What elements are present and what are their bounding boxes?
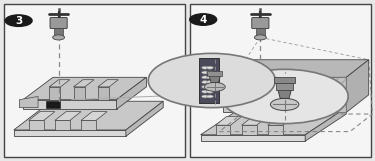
Bar	[45, 101, 60, 108]
Polygon shape	[216, 116, 242, 125]
Circle shape	[254, 35, 266, 40]
FancyBboxPatch shape	[4, 4, 184, 157]
Polygon shape	[201, 135, 305, 141]
Polygon shape	[29, 112, 55, 120]
Circle shape	[207, 66, 213, 69]
Polygon shape	[223, 77, 346, 112]
FancyBboxPatch shape	[256, 28, 265, 36]
Polygon shape	[242, 125, 256, 135]
Polygon shape	[49, 80, 70, 87]
Polygon shape	[278, 90, 291, 98]
Polygon shape	[279, 77, 346, 112]
Polygon shape	[98, 87, 109, 100]
Circle shape	[207, 95, 213, 98]
Polygon shape	[274, 77, 295, 83]
Polygon shape	[268, 125, 283, 135]
Polygon shape	[201, 108, 346, 135]
Polygon shape	[209, 76, 220, 82]
Bar	[231, 91, 253, 95]
Circle shape	[207, 76, 213, 79]
FancyBboxPatch shape	[252, 17, 269, 29]
Circle shape	[202, 71, 208, 74]
Polygon shape	[98, 80, 118, 87]
Circle shape	[207, 85, 213, 88]
Bar	[260, 90, 273, 101]
Polygon shape	[55, 120, 70, 130]
Text: 4: 4	[200, 14, 207, 24]
Polygon shape	[81, 112, 107, 120]
Polygon shape	[346, 60, 369, 112]
Text: 3: 3	[15, 16, 22, 26]
Circle shape	[207, 71, 213, 74]
Circle shape	[207, 81, 213, 84]
Polygon shape	[49, 87, 60, 100]
Bar	[231, 85, 253, 89]
Polygon shape	[20, 96, 38, 108]
Circle shape	[207, 90, 213, 93]
Polygon shape	[268, 116, 294, 125]
Circle shape	[5, 15, 32, 26]
Polygon shape	[81, 120, 96, 130]
Polygon shape	[29, 120, 44, 130]
Circle shape	[202, 95, 208, 98]
Polygon shape	[74, 87, 85, 100]
Polygon shape	[305, 108, 346, 141]
Polygon shape	[126, 101, 163, 136]
Circle shape	[270, 98, 299, 110]
Circle shape	[53, 35, 64, 40]
Bar	[231, 104, 253, 108]
Circle shape	[202, 90, 208, 93]
Circle shape	[202, 85, 208, 88]
Circle shape	[204, 82, 225, 91]
Circle shape	[202, 81, 208, 84]
Polygon shape	[14, 130, 126, 136]
Bar	[231, 97, 253, 101]
FancyBboxPatch shape	[190, 4, 370, 157]
Polygon shape	[55, 112, 81, 120]
FancyBboxPatch shape	[50, 17, 67, 29]
Polygon shape	[242, 116, 268, 125]
Polygon shape	[23, 77, 146, 100]
Circle shape	[202, 76, 208, 79]
Circle shape	[202, 66, 208, 69]
Polygon shape	[23, 100, 117, 109]
Polygon shape	[216, 125, 231, 135]
Circle shape	[148, 53, 275, 108]
Polygon shape	[223, 60, 369, 77]
FancyBboxPatch shape	[54, 28, 63, 36]
Bar	[199, 58, 219, 103]
Circle shape	[190, 14, 217, 25]
Polygon shape	[14, 101, 163, 130]
Polygon shape	[276, 83, 293, 90]
Polygon shape	[74, 80, 94, 87]
Circle shape	[221, 69, 348, 124]
Polygon shape	[207, 71, 222, 76]
Polygon shape	[117, 77, 146, 109]
